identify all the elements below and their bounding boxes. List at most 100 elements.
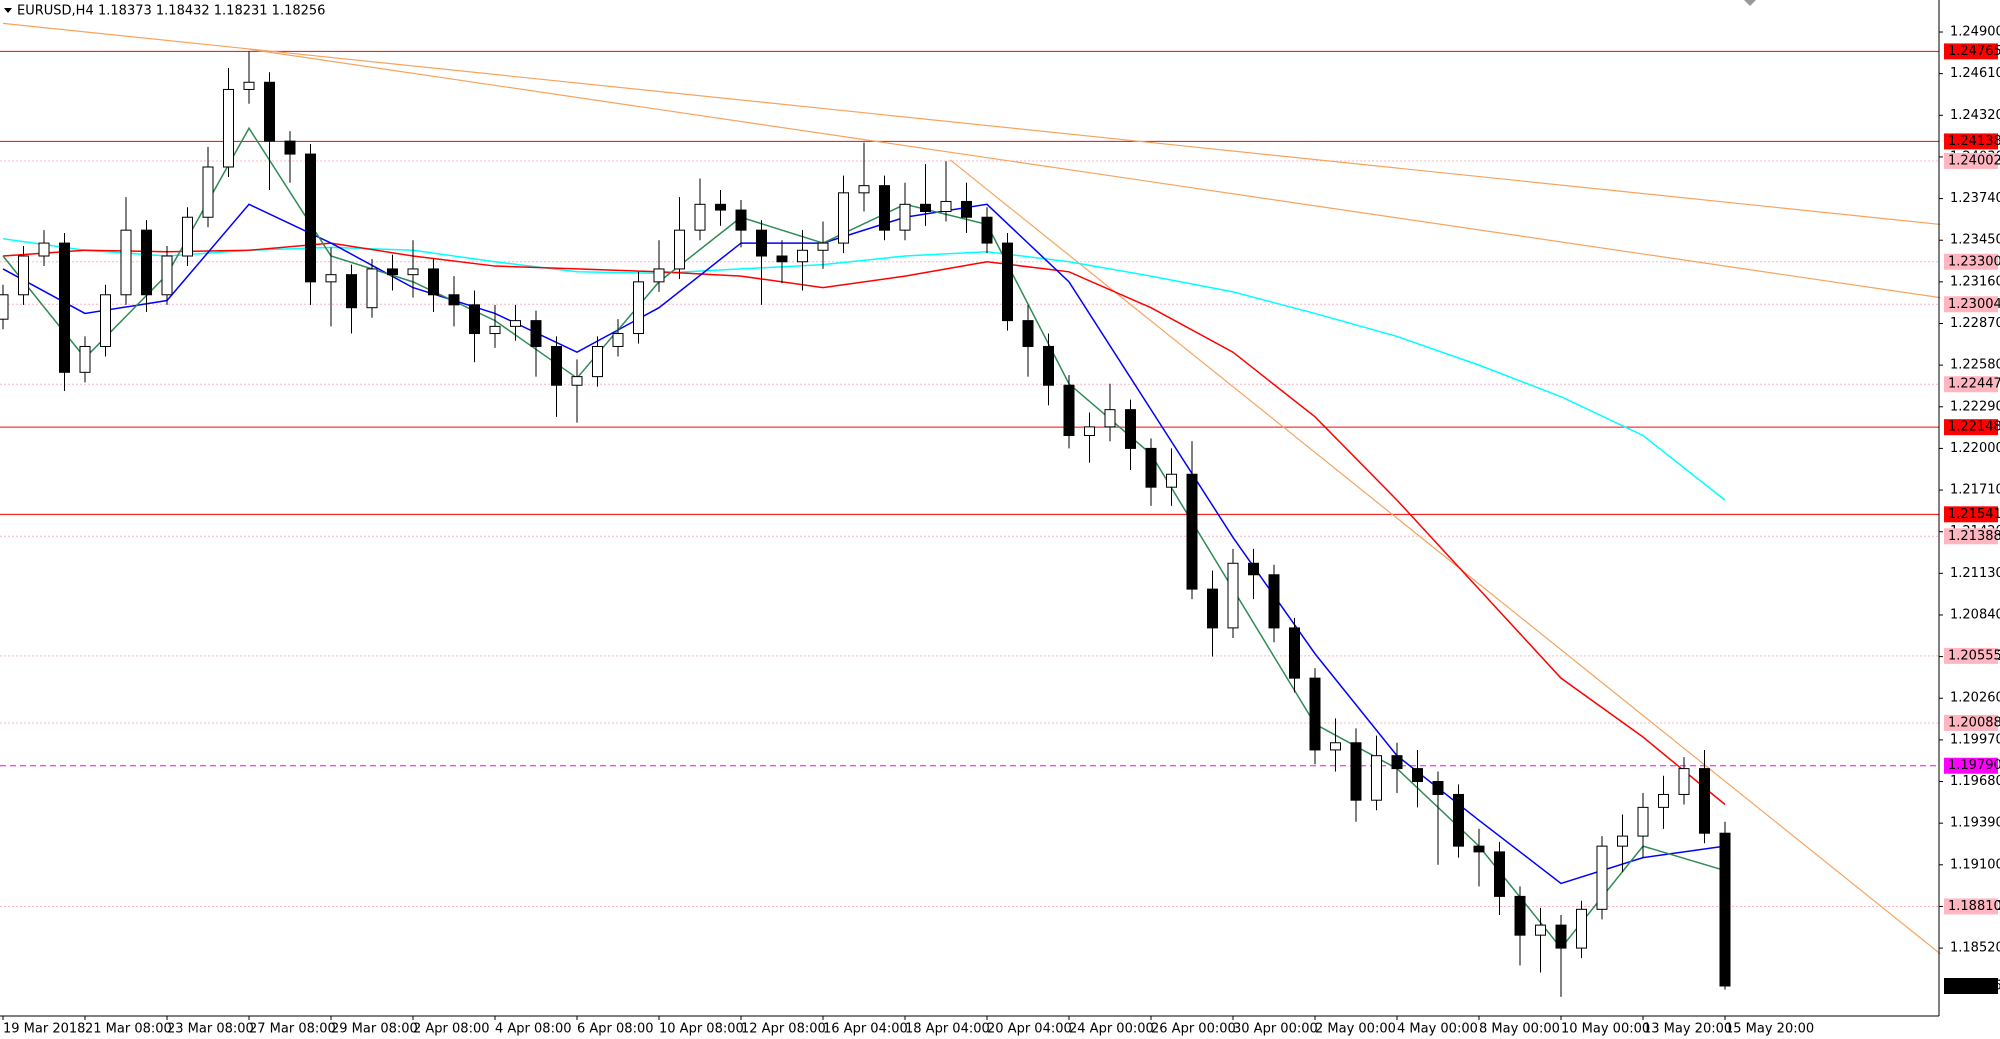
- candle-body: [243, 81, 255, 90]
- candle-body: [1412, 768, 1423, 783]
- level-tag: [1944, 376, 1998, 393]
- candle-body: [38, 242, 50, 257]
- y-tick-label: 1.20260: [1950, 691, 2000, 706]
- level-tag: [1944, 714, 1998, 731]
- level-tag: [1944, 647, 1998, 664]
- x-tick-label: 21 Mar 08:00: [85, 1022, 172, 1037]
- candle-body: [633, 281, 644, 335]
- level-tag-label: 1.22148: [1948, 420, 2000, 435]
- candle-body: [1145, 447, 1157, 488]
- y-tick-label: 1.22290: [1950, 399, 2000, 414]
- candle-body: [858, 185, 870, 194]
- symbol: EURUSD,H4: [17, 4, 94, 19]
- candle-body: [1453, 793, 1464, 847]
- candle-body: [1699, 768, 1710, 834]
- candle-body: [0, 294, 9, 320]
- level-tag-label: 1.18256: [1948, 978, 2000, 993]
- candle-body: [1637, 806, 1649, 837]
- candle-body: [510, 320, 521, 327]
- x-tick-label: 10 Apr 08:00: [659, 1022, 744, 1037]
- x-tick-label: 2 May 00:00: [1315, 1022, 1396, 1037]
- candle-body: [223, 88, 234, 168]
- candle-body: [961, 200, 972, 218]
- candle-body: [981, 216, 993, 244]
- trend-line: [248, 48, 1941, 299]
- y-tick-label: 1.24610: [1950, 66, 2000, 81]
- level-tag-label: 1.21388: [1948, 529, 2000, 544]
- y-tick-label: 1.24900: [1950, 25, 2000, 40]
- candle-body: [797, 249, 808, 263]
- y-tick-label: 1.22870: [1950, 316, 2000, 331]
- level-tag-label: 1.20555: [1948, 648, 2000, 663]
- x-tick-label: 2 Apr 08:00: [413, 1022, 490, 1037]
- candle-body: [1207, 588, 1218, 629]
- level-tag-label: 1.24765: [1948, 44, 2000, 59]
- plot-area: [0, 22, 1941, 997]
- level-tag-label: 1.23004: [1948, 297, 2000, 312]
- x-tick-label: 4 May 00:00: [1397, 1022, 1478, 1037]
- level-tag-label: 1.23300: [1948, 254, 2000, 269]
- x-tick-label: 8 May 00:00: [1479, 1022, 1560, 1037]
- x-tick-label: 24 Apr 00:00: [1069, 1022, 1154, 1037]
- candle-body: [1494, 851, 1505, 897]
- x-tick-label: 10 May 00:00: [1561, 1022, 1650, 1037]
- x-tick-label: 30 Apr 00:00: [1233, 1022, 1318, 1037]
- x-tick-label: 12 Apr 08:00: [741, 1022, 826, 1037]
- level-tag: [1944, 528, 1998, 545]
- y-tick-label: 1.22580: [1950, 358, 2000, 373]
- candle-body: [18, 255, 29, 296]
- y-tick-label: 1.18520: [1950, 941, 2000, 956]
- level-tag-label: 1.24138: [1948, 134, 2000, 149]
- level-tag: [1944, 898, 1998, 915]
- candle-body: [530, 320, 542, 347]
- y-tick-label: 1.19390: [1950, 816, 2000, 831]
- candle-body: [79, 345, 91, 373]
- candle-body: [264, 81, 275, 142]
- candle-body: [120, 229, 132, 296]
- level-tag: [1944, 43, 1998, 60]
- candle-body: [1617, 835, 1628, 847]
- level-tag-label: 1.18810: [1948, 899, 2000, 914]
- candle-body: [1678, 768, 1690, 795]
- candle-body: [1555, 924, 1567, 949]
- candle-body: [1719, 832, 1731, 987]
- candle-body: [1432, 781, 1444, 795]
- candle-body: [428, 268, 439, 296]
- level-tag: [1944, 296, 1998, 313]
- x-tick-label: 29 Mar 08:00: [331, 1022, 418, 1037]
- candle-body: [284, 140, 296, 155]
- candle-body: [1227, 562, 1239, 629]
- candle-body: [1514, 895, 1526, 936]
- candle-body: [899, 203, 911, 231]
- x-tick-label: 4 Apr 08:00: [495, 1022, 572, 1037]
- candle-body: [1658, 793, 1669, 808]
- candle-body: [202, 166, 214, 218]
- y-tick-label: 1.24320: [1950, 108, 2000, 123]
- candle-body: [551, 345, 562, 386]
- candle-body: [1248, 562, 1259, 576]
- x-tick-label: 23 Mar 08:00: [167, 1022, 254, 1037]
- candle-body: [182, 216, 193, 257]
- candle-body: [1186, 473, 1198, 590]
- candle-body: [1063, 384, 1075, 436]
- candle-body: [448, 294, 460, 306]
- y-tick-label: 1.23740: [1950, 191, 2000, 206]
- level-tag-label: 1.20088: [1948, 715, 2000, 730]
- candle-body: [817, 242, 829, 251]
- level-tag: [1944, 506, 1998, 523]
- x-tick-label: 16 Apr 04:00: [823, 1022, 908, 1037]
- candle-body: [346, 274, 357, 309]
- candle-body: [387, 268, 398, 276]
- level-tag-label: 1.21541: [1948, 507, 2000, 522]
- candle-body: [838, 192, 849, 244]
- level-tag: [1944, 419, 1998, 436]
- candle-body: [1596, 845, 1608, 910]
- menu-arrow[interactable]: [4, 8, 12, 13]
- candle-body: [674, 229, 685, 270]
- candle-body: [612, 333, 624, 347]
- x-tick-label: 6 Apr 08:00: [577, 1022, 654, 1037]
- y-tick-label: 1.21130: [1950, 566, 2000, 581]
- candle-body: [592, 345, 603, 378]
- level-tag-label: 1.22447: [1948, 377, 2000, 392]
